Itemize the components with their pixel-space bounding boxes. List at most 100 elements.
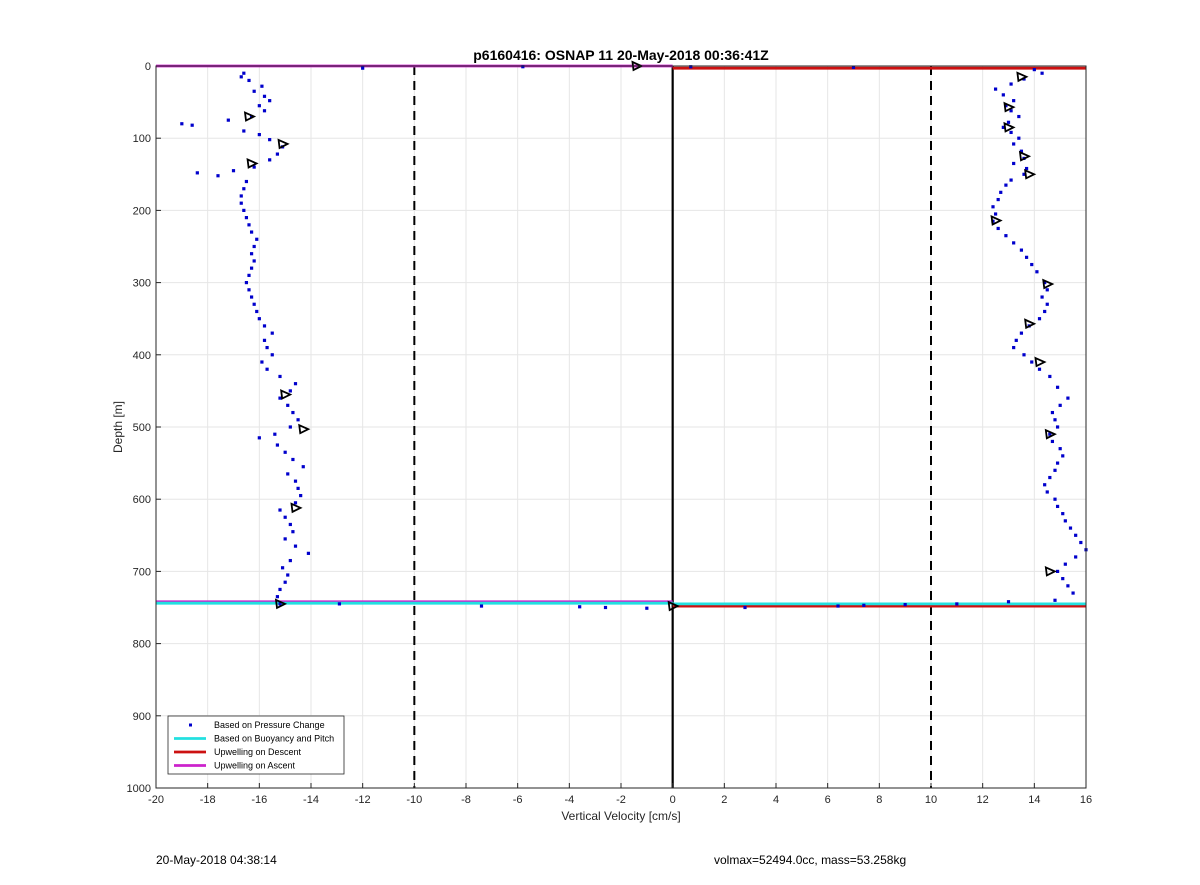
data-point [268,99,272,103]
legend-swatch [189,723,192,727]
data-point [1019,248,1024,252]
data-point [249,266,254,270]
x-tick-label: -8 [461,794,471,806]
data-point [190,123,194,127]
data-point [1037,367,1042,371]
x-tick-label: -4 [564,794,574,806]
data-point [252,302,256,306]
x-tick-label: 12 [977,794,989,806]
data-point [275,152,280,156]
data-point [262,324,267,328]
data-point [299,493,303,498]
data-point [288,389,292,393]
data-point [1014,338,1018,342]
legend-label: Based on Pressure Change [214,720,325,730]
data-point [252,89,256,93]
data-point [1045,288,1049,292]
data-point [1048,374,1052,379]
data-point [1017,114,1021,119]
data-point [1009,109,1013,113]
data-point [1055,504,1060,509]
data-point [1024,166,1029,171]
glider-marker [1003,121,1016,133]
data-point [262,94,267,98]
x-axis-label: Vertical Velocity [cm/s] [561,809,680,823]
data-point [293,479,298,483]
x-tick-label: 16 [1080,794,1092,806]
reference-lines [413,66,932,788]
data-point [288,425,292,429]
data-point [293,544,298,548]
data-point [1043,281,1047,285]
data-point [239,201,243,205]
data-point [1045,302,1049,306]
y-tick-label: 700 [133,566,151,578]
y-tick-label: 1000 [127,783,151,795]
data-point [1079,540,1083,545]
glider-marker [290,502,303,514]
footer-timestamp: 20-May-2018 04:38:14 [156,853,277,867]
data-point [226,118,230,122]
data-point [1035,270,1039,274]
footer-glider-params: volmax=52494.0cc, mass=53.258kg [714,853,907,867]
x-tick-label: 14 [1028,794,1040,806]
y-tick-label: 500 [133,422,151,434]
data-point [268,158,272,162]
data-point [1009,178,1013,182]
data-point [291,530,295,534]
data-point [689,65,693,69]
data-point [1053,418,1057,422]
data-point [1068,526,1073,530]
data-point [283,537,287,541]
data-point [1053,497,1057,501]
data-point [252,165,256,169]
data-point [1050,410,1055,415]
data-point [247,78,251,83]
data-point [1012,142,1016,146]
data-point [1074,533,1078,537]
x-tick-label: -2 [616,794,626,806]
y-tick-label: 100 [133,133,151,145]
data-point [278,396,282,400]
data-point [337,602,342,606]
data-point [1055,385,1060,389]
glider-marker [1044,428,1057,440]
data-point [257,436,261,440]
data-point [1058,447,1062,451]
x-tick-label: 8 [876,794,882,806]
data-point [247,288,251,292]
data-point [180,122,184,126]
data-point [249,295,254,299]
data-point [257,132,261,137]
y-axis-label: Depth [m] [111,401,125,453]
data-point [1037,317,1042,321]
data-point [242,208,246,212]
data-point [247,273,251,277]
data-point [1061,454,1065,458]
x-tick-label: -6 [513,794,523,806]
x-tick-label: 10 [925,794,937,806]
y-tick-label: 200 [133,205,151,217]
data-point [1063,519,1067,523]
data-point [252,259,256,263]
data-point [1061,512,1065,516]
x-tick-label: -16 [251,794,267,806]
data-point [195,171,199,175]
data-point [1053,598,1057,602]
glider-marker [1042,278,1055,290]
data-point [836,604,840,608]
data-point [996,226,1000,231]
chart-title: p6160416: OSNAP 11 20-May-2018 00:36:41Z [473,47,769,63]
data-point [260,360,264,364]
data-point [1004,183,1008,187]
glider-marker [667,600,680,612]
data-point [1032,68,1036,72]
data-point [249,114,254,119]
data-point [260,84,264,88]
data-point [255,309,259,314]
glider-marker [1018,150,1032,162]
data-point [242,71,246,75]
data-point [239,194,243,198]
data-point [257,104,261,108]
glider-marker [1024,318,1037,330]
